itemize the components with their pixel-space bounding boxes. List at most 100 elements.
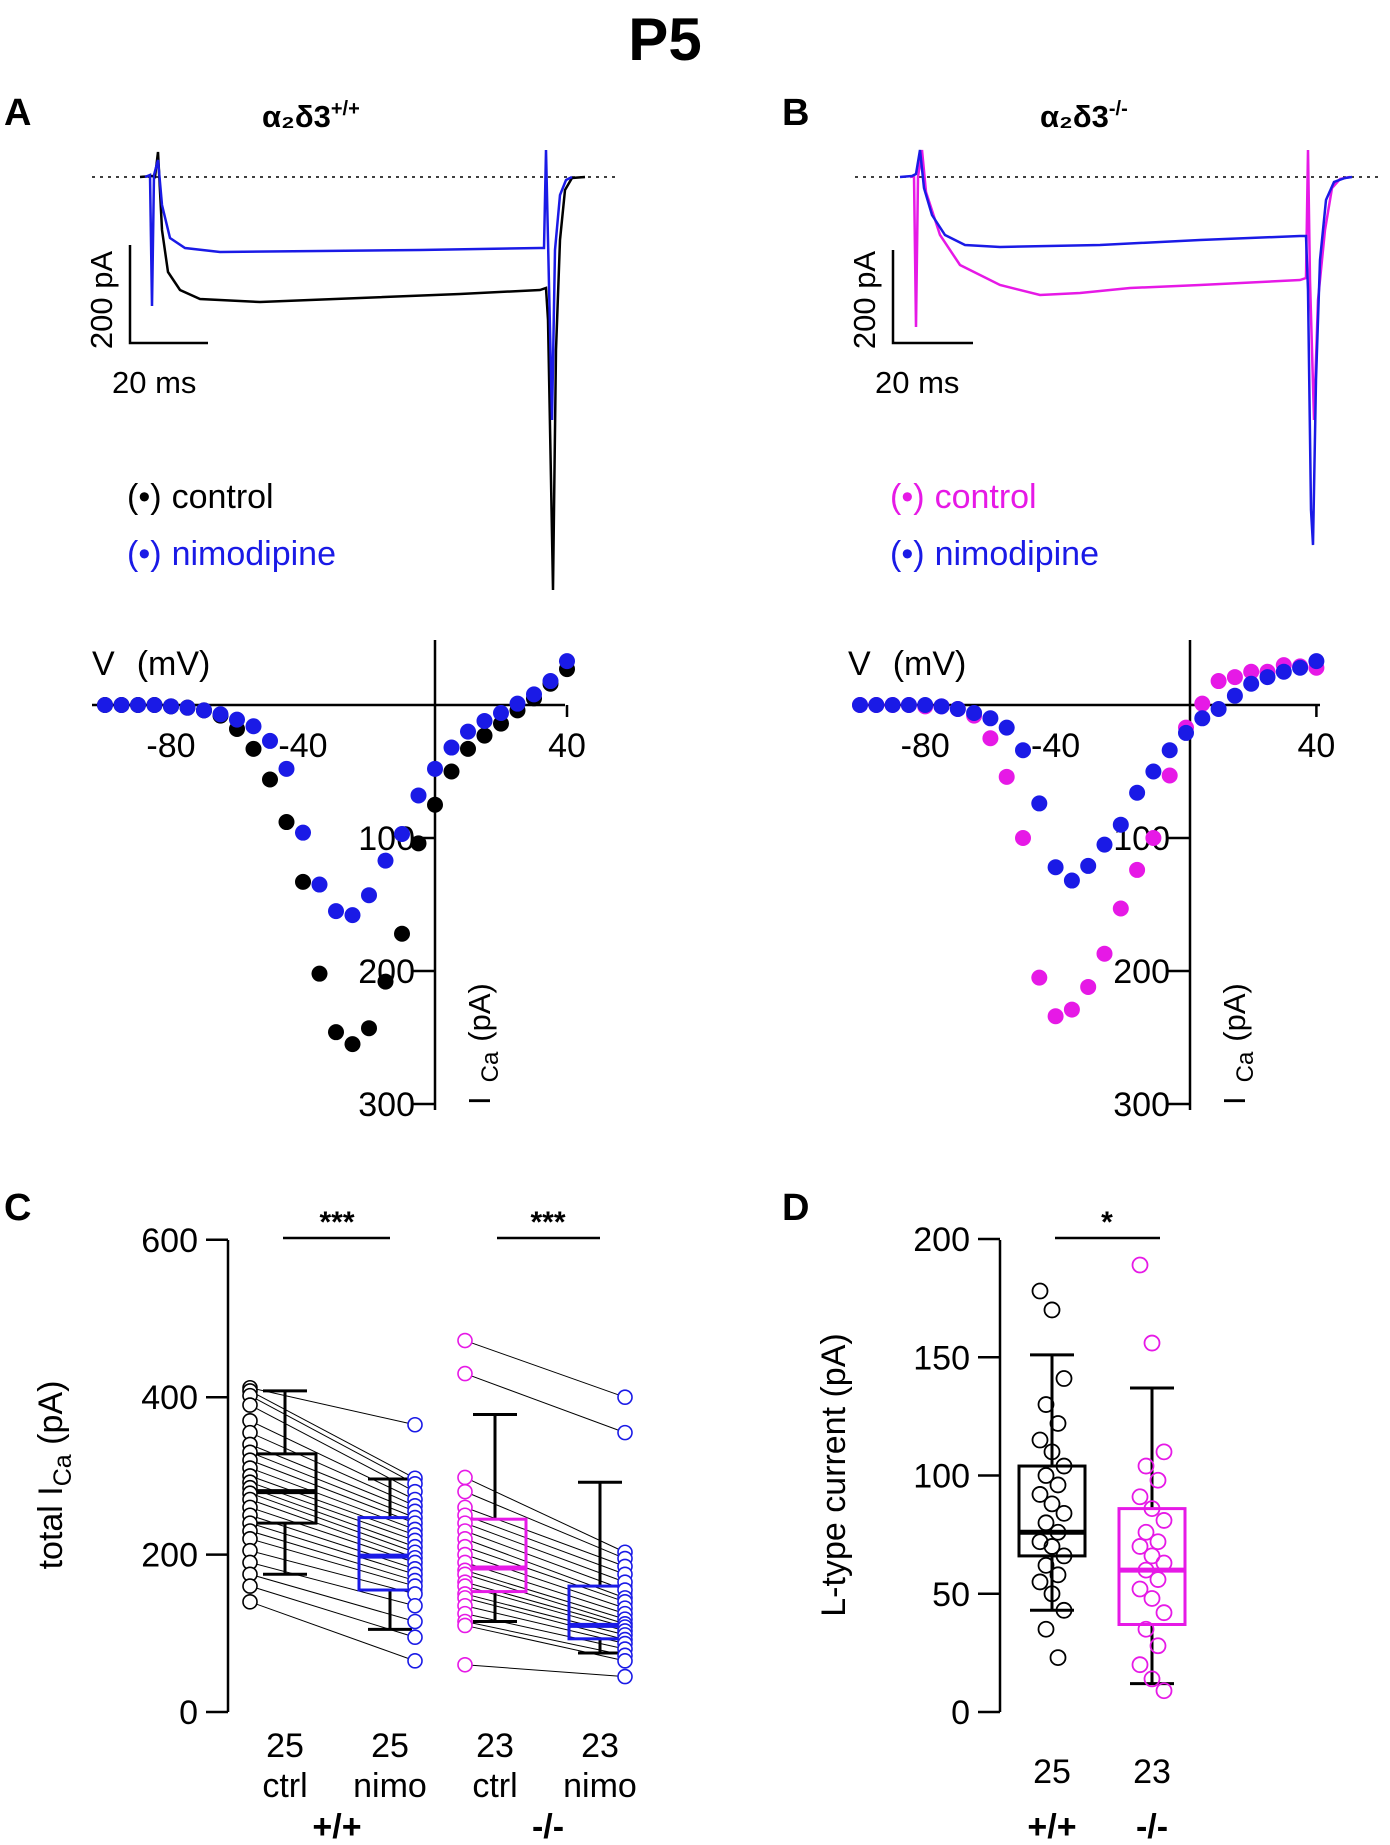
data-point bbox=[1149, 1571, 1167, 1588]
box-ctrl+/+ bbox=[252, 1389, 318, 1576]
scale-time-label: 20 ms bbox=[875, 365, 959, 400]
pair-line bbox=[464, 1530, 626, 1591]
iv-point-nimodipine bbox=[146, 697, 163, 713]
pair-line bbox=[249, 1443, 416, 1512]
iv-point-nimodipine bbox=[278, 760, 295, 777]
data-point bbox=[1049, 1476, 1067, 1494]
panel-letter-c: C bbox=[4, 1187, 31, 1229]
pair-line bbox=[249, 1522, 416, 1575]
panel-letter-d: D bbox=[782, 1187, 809, 1229]
pair-line bbox=[249, 1492, 416, 1553]
iv-point-control bbox=[344, 1036, 361, 1053]
pair-line bbox=[464, 1546, 626, 1603]
panel-d-boxplot: 0 50 100 150 200 * L-type current (pA) 25 +/+… bbox=[815, 1206, 1187, 1845]
data-point bbox=[1043, 1443, 1061, 1461]
pair-line bbox=[464, 1597, 626, 1641]
iv-point-nimodipine bbox=[1080, 857, 1097, 874]
iv-y-tick-label: 300 bbox=[1113, 1086, 1170, 1124]
data-point bbox=[1131, 1580, 1149, 1598]
panel-a-title: α₂δ3+/+ bbox=[262, 98, 360, 134]
iv-point-control bbox=[1063, 1001, 1080, 1018]
iv-point-nimodipine bbox=[196, 702, 212, 719]
iv-point-nimodipine bbox=[212, 706, 229, 723]
iv-point-control bbox=[278, 814, 295, 831]
legend-nimodipine: (•) nimodipine bbox=[890, 535, 1099, 573]
box-iqr bbox=[1017, 1464, 1087, 1558]
data-point bbox=[617, 1389, 633, 1405]
iv-x-tick-label: -80 bbox=[901, 727, 950, 765]
iv-x-tick-label: -40 bbox=[278, 727, 327, 765]
iv-point-nimodipine bbox=[966, 704, 983, 721]
genotype-label: -/- bbox=[1136, 1808, 1168, 1845]
pair-line bbox=[464, 1538, 626, 1599]
iv-point-nimodipine bbox=[1259, 669, 1276, 686]
panel-b-traces: 200 pA 20 ms bbox=[847, 149, 1380, 546]
pair-line bbox=[249, 1573, 416, 1622]
data-point bbox=[1037, 1396, 1055, 1413]
y-tick-label: 50 bbox=[932, 1576, 970, 1614]
iv-point-nimodipine bbox=[542, 673, 559, 690]
data-point bbox=[1037, 1514, 1055, 1532]
data-point bbox=[1137, 1457, 1155, 1475]
iv-point-control bbox=[394, 925, 410, 942]
iv-point-nimodipine bbox=[1308, 653, 1325, 670]
iv-point-control bbox=[1031, 969, 1048, 986]
data-point bbox=[1043, 1301, 1061, 1319]
significance-stars: *** bbox=[319, 1206, 354, 1239]
group-condition-label: ctrl bbox=[262, 1767, 307, 1805]
pair-line bbox=[464, 1605, 626, 1645]
group-condition-label: nimo bbox=[563, 1767, 637, 1805]
data-point bbox=[1149, 1471, 1167, 1489]
panel-a-traces: 200 pA 20 ms bbox=[84, 149, 620, 591]
box-iqr bbox=[462, 1517, 528, 1594]
legend-control: (•) control bbox=[890, 478, 1037, 516]
iv-point-control bbox=[1112, 900, 1129, 917]
pair-line bbox=[249, 1530, 416, 1582]
trace-control bbox=[139, 151, 586, 591]
iv-point-control bbox=[998, 768, 1015, 785]
group-n-label: 25 bbox=[266, 1727, 304, 1765]
iv-point-nimodipine bbox=[1112, 816, 1129, 833]
pair-line bbox=[249, 1550, 416, 1595]
iv-point-nimodipine bbox=[1210, 700, 1227, 717]
data-point bbox=[407, 1597, 423, 1614]
iv-point-control bbox=[295, 873, 311, 890]
iv-point-nimodipine bbox=[900, 697, 917, 713]
group-n-label: 23 bbox=[581, 1727, 619, 1765]
iv-point-control bbox=[1080, 978, 1097, 995]
iv-point-nimodipine bbox=[311, 876, 328, 893]
data-point bbox=[1143, 1547, 1161, 1565]
iv-point-nimodipine bbox=[1129, 784, 1146, 801]
data-point bbox=[1055, 1504, 1073, 1522]
scale-time-label: 20 ms bbox=[112, 365, 196, 400]
iv-point-nimodipine bbox=[245, 718, 262, 735]
data-point bbox=[242, 1594, 258, 1610]
iv-point-nimodipine bbox=[1275, 663, 1292, 680]
data-point bbox=[1143, 1334, 1161, 1352]
iv-point-control bbox=[1194, 695, 1211, 712]
iv-point-nimodipine bbox=[1161, 742, 1178, 759]
iv-point-nimodipine bbox=[1178, 724, 1194, 741]
iv-y-tick-label: 300 bbox=[358, 1086, 415, 1124]
iv-point-control bbox=[443, 763, 460, 780]
iv-point-nimodipine bbox=[526, 686, 542, 703]
pair-line bbox=[464, 1624, 626, 1662]
iv-point-nimodipine bbox=[97, 697, 113, 713]
iv-point-control bbox=[311, 965, 328, 982]
trace-control bbox=[909, 149, 1351, 421]
iv-point-control bbox=[1047, 1008, 1064, 1025]
iv-point-control bbox=[377, 973, 394, 990]
data-point bbox=[617, 1653, 633, 1669]
group-n-label: 23 bbox=[1133, 1753, 1171, 1791]
iv-point-control bbox=[1145, 830, 1162, 846]
iv-y-tick-label: 200 bbox=[1113, 953, 1170, 991]
iv-point-nimodipine bbox=[982, 710, 999, 727]
iv-point-control bbox=[361, 1020, 377, 1037]
pair-line bbox=[464, 1554, 626, 1609]
pair-line bbox=[464, 1569, 626, 1620]
pair-line bbox=[464, 1514, 626, 1575]
iv-point-nimodipine bbox=[884, 697, 901, 713]
data-point bbox=[1043, 1585, 1061, 1603]
data-point bbox=[1131, 1488, 1149, 1506]
